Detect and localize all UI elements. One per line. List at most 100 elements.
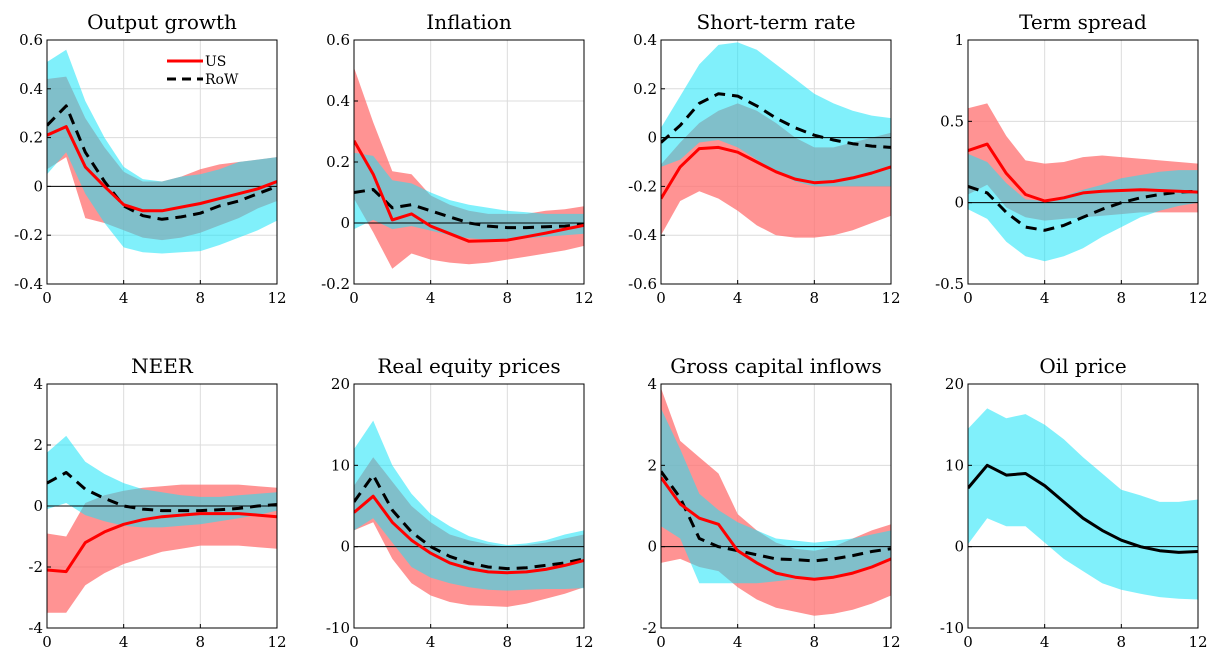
chart-title: Gross capital inflows [670,354,882,378]
chart-title: Output growth [87,10,237,34]
y-tick-label: 4 [33,375,43,393]
y-tick-label: 0.2 [326,153,350,171]
series-line-row [968,463,1198,554]
y-tick-label: 0 [954,194,964,212]
x-tick-label: 0 [349,633,359,650]
x-tick-label: 0 [42,289,52,307]
y-tick-label: 0 [33,497,43,515]
y-tick-label: -0.4 [628,226,657,244]
x-tick-label: 12 [267,633,286,650]
x-tick-label: 8 [503,633,513,650]
y-tick-label: -0.6 [628,275,657,293]
axes-frame [967,383,1199,629]
x-tick-label: 8 [503,289,513,307]
series-line-us [661,145,891,200]
x-tick-label: 12 [574,289,593,307]
x-tick-label: 4 [119,289,129,307]
series-line-row [354,473,584,571]
y-tick-label: 0.6 [326,31,350,49]
x-tick-label: 8 [196,633,206,650]
series-line-row [661,470,891,563]
series-line-row [661,92,891,149]
y-tick-label: 20 [945,375,964,393]
chart-title: Short-term rate [696,10,855,34]
x-tick-label: 0 [963,633,973,650]
plot-area [661,388,891,616]
series-line-us [354,494,584,575]
chart-title: Oil price [1039,354,1126,378]
chart-panel: 0 4 8 12 -4 -2 0 2 4 NEER [28,354,286,650]
x-tick-label: 12 [1188,289,1207,307]
x-tick-label: 0 [42,633,52,650]
x-tick-label: 4 [426,633,436,650]
x-tick-label: 8 [1117,633,1127,650]
x-tick-label: 4 [426,289,436,307]
x-tick-label: 4 [119,633,129,650]
x-tick-label: 0 [656,289,666,307]
x-tick-label: 8 [810,633,820,650]
plot-area [354,67,584,269]
legend-label-us: US [205,54,226,70]
y-tick-label: 1 [954,31,964,49]
y-tick-label: 2 [647,456,657,474]
series-line-row [47,471,277,513]
y-tick-label: 0 [954,538,964,556]
x-tick-label: 8 [1117,289,1127,307]
x-tick-label: 4 [1040,633,1050,650]
plot-area [354,420,584,607]
plot-area [968,408,1198,600]
x-tick-label: 12 [267,289,286,307]
confidence-band-row [354,420,584,591]
plot-area [47,435,277,613]
y-tick-label: -2 [642,619,657,637]
series-line-row [354,188,584,230]
series-line-row [968,184,1198,232]
x-tick-label: 8 [196,289,206,307]
y-tick-label: 0 [33,177,43,195]
chart-title: Inflation [426,10,512,34]
y-tick-label: 2 [33,436,43,454]
x-tick-label: 4 [733,289,743,307]
x-tick-label: 12 [574,633,593,650]
y-tick-label: -0.2 [628,177,657,195]
y-tick-label: -4 [28,619,43,637]
y-tick-label: 0 [647,129,657,147]
plot-area [47,49,277,254]
y-tick-label: 0.6 [19,31,43,49]
confidence-band-row [47,435,277,528]
y-tick-label: -2 [28,558,43,576]
y-tick-label: -10 [326,619,350,637]
y-tick-label: 0 [647,538,657,556]
legend-label-row: RoW [205,72,239,88]
y-tick-label: 0 [340,214,350,232]
series-line-us [661,476,891,581]
y-tick-label: 0.2 [633,80,657,98]
y-tick-label: 0.4 [633,31,657,49]
y-tick-label: 10 [331,456,350,474]
x-tick-label: 8 [810,289,820,307]
plot-area [968,103,1198,262]
y-tick-label: 0.4 [326,92,350,110]
confidence-band-row [47,49,277,254]
y-tick-label: -0.2 [321,275,350,293]
y-tick-label: -0.5 [935,275,964,293]
x-tick-label: 12 [881,289,900,307]
y-tick-label: 0.5 [940,112,964,130]
chart-panel: 0 4 8 12 -0.4 -0.2 0 0.2 0.4 0.6 Output growth US Ro… [14,10,286,307]
confidence-band-row [661,408,891,584]
confidence-band-us [354,67,584,269]
x-tick-label: 0 [963,289,973,307]
y-tick-label: 0 [340,538,350,556]
y-tick-label: 20 [331,375,350,393]
y-tick-label: 10 [945,456,964,474]
confidence-band-row [354,152,584,240]
x-tick-label: 12 [1188,633,1207,650]
plot-area [661,42,891,238]
chart-panel: 0 4 8 12 -0.6 -0.4 -0.2 0 0.2 0.4 Short-term rate [628,10,900,307]
x-tick-label: 0 [349,289,359,307]
